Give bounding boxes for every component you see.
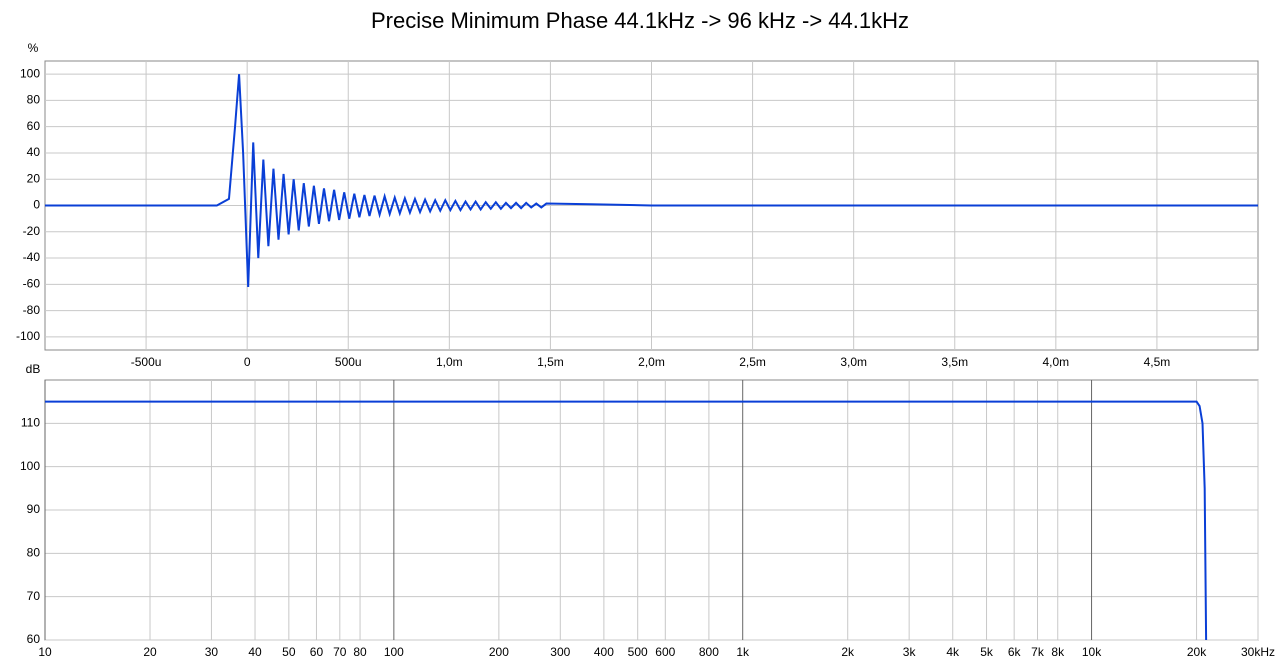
y-tick-label: 0 — [33, 198, 40, 212]
y-tick-label: 90 — [27, 502, 41, 516]
chart-title: Precise Minimum Phase 44.1kHz -> 96 kHz … — [371, 8, 909, 33]
x-tick-label: 40 — [248, 645, 262, 659]
x-tick-label: 2,0m — [638, 355, 665, 369]
x-tick-label: 400 — [594, 645, 614, 659]
data-line — [45, 74, 1258, 287]
x-tick-label: 80 — [353, 645, 367, 659]
y-axis-label: % — [28, 41, 39, 55]
y-tick-label: 60 — [27, 119, 41, 133]
x-tick-label: 300 — [550, 645, 570, 659]
y-tick-label: -100 — [16, 329, 40, 343]
x-tick-label: 4,5m — [1144, 355, 1171, 369]
x-tick-label: 4,0m — [1042, 355, 1069, 369]
x-tick-label: 10k — [1082, 645, 1102, 659]
x-tick-label: -500u — [131, 355, 162, 369]
y-tick-label: 80 — [27, 546, 41, 560]
x-tick-label: 70 — [333, 645, 347, 659]
x-tick-label: 3,5m — [941, 355, 968, 369]
x-tick-label: 2k — [841, 645, 855, 659]
y-tick-label: 80 — [27, 93, 41, 107]
x-tick-label: 1,5m — [537, 355, 564, 369]
y-tick-label: 60 — [27, 632, 41, 646]
x-tick-label: 600 — [655, 645, 675, 659]
x-tick-label: 20 — [143, 645, 157, 659]
x-tick-label: 4k — [946, 645, 960, 659]
y-axis-label: dB — [26, 362, 41, 376]
x-tick-label: 1,0m — [436, 355, 463, 369]
x-tick-label: 800 — [699, 645, 719, 659]
x-tick-label: 8k — [1051, 645, 1065, 659]
x-tick-label: 6k — [1008, 645, 1022, 659]
x-tick-label: 500u — [335, 355, 362, 369]
x-tick-label: 0 — [244, 355, 251, 369]
x-tick-label: 100 — [384, 645, 404, 659]
x-tick-label: 500 — [628, 645, 648, 659]
x-tick-label: 1k — [736, 645, 750, 659]
x-tick-label: 30kHz — [1241, 645, 1275, 659]
x-tick-label: 3,0m — [840, 355, 867, 369]
y-tick-label: -80 — [23, 303, 41, 317]
data-line — [45, 400, 1208, 641]
y-tick-label: 100 — [20, 459, 40, 473]
x-tick-label: 10 — [38, 645, 52, 659]
y-tick-label: 100 — [20, 66, 40, 80]
x-tick-label: 200 — [489, 645, 509, 659]
x-tick-label: 2,5m — [739, 355, 766, 369]
y-tick-label: -20 — [23, 224, 41, 238]
y-tick-label: -40 — [23, 250, 41, 264]
x-tick-label: 3k — [903, 645, 917, 659]
x-tick-label: 7k — [1031, 645, 1045, 659]
y-tick-label: -60 — [23, 276, 41, 290]
x-tick-label: 5k — [980, 645, 994, 659]
y-tick-label: 20 — [27, 171, 41, 185]
x-tick-label: 50 — [282, 645, 296, 659]
x-tick-label: 30 — [205, 645, 219, 659]
y-tick-label: 110 — [21, 416, 40, 430]
x-tick-label: 20k — [1187, 645, 1207, 659]
y-tick-label: 40 — [27, 145, 41, 159]
y-tick-label: 70 — [27, 589, 41, 603]
x-tick-label: 60 — [310, 645, 324, 659]
